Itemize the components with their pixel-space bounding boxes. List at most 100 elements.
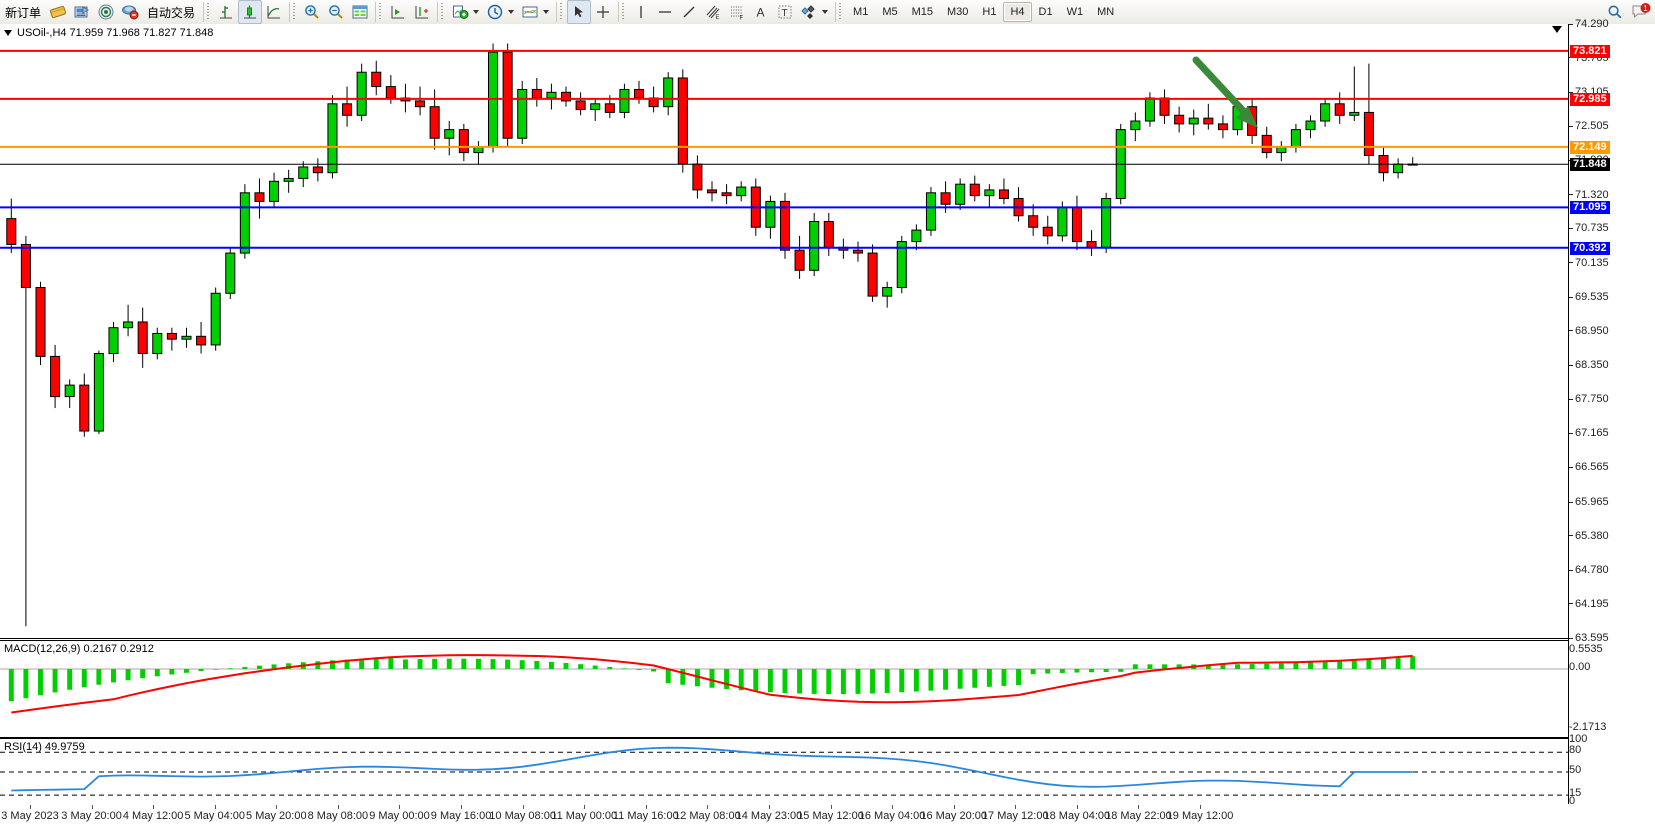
candle-body (677, 77, 688, 165)
price-tick-label: 66.565 (1575, 461, 1609, 474)
candle-body (1290, 129, 1301, 148)
timeframe-h4[interactable]: H4 (1003, 2, 1032, 22)
candle-body (896, 241, 907, 289)
fibonacci-tool[interactable]: F (725, 0, 749, 24)
candle-body (312, 166, 323, 174)
zoom-out-button[interactable] (324, 0, 348, 24)
tick-dash (1569, 23, 1573, 25)
objects-list-tool[interactable] (797, 0, 821, 24)
rsi-axis-tick: 100 (1569, 733, 1588, 745)
new-order-button[interactable]: 新订单 (0, 1, 46, 23)
rsi-axis-tick: 0 (1569, 795, 1576, 807)
chart-symbol-header[interactable]: USOil-,H4 71.959 71.968 71.827 71.848 (4, 27, 213, 39)
bar-chart-button[interactable] (214, 0, 238, 24)
search-icon[interactable] (1603, 0, 1627, 24)
candle-body (779, 200, 791, 251)
chart-collapse-triangle-icon[interactable] (1552, 26, 1562, 33)
tick-dash (1569, 227, 1573, 229)
horizontal-line-tool[interactable] (653, 0, 677, 24)
price-label-support-lower[interactable]: 70.392 (1570, 241, 1610, 255)
down-arrow-annotation[interactable] (1192, 56, 1258, 128)
candlestick-canvas[interactable] (0, 24, 1569, 638)
candle-body (1320, 103, 1331, 122)
price-tick: 70.735 (1569, 223, 1609, 234)
auto-scroll-button[interactable] (386, 0, 410, 24)
trendline-tool[interactable] (677, 0, 701, 24)
price-tick: 70.135 (1569, 257, 1609, 268)
time-tick (337, 805, 339, 809)
price-tick-label: 65.965 (1575, 495, 1609, 508)
price-label-resistance-lower[interactable]: 72.985 (1570, 92, 1610, 106)
price-label-support-upper[interactable]: 71.095 (1570, 201, 1610, 215)
alert-icon[interactable]: 1 (1627, 0, 1655, 24)
zoom-in-button[interactable] (300, 0, 324, 24)
price-tick: 66.565 (1569, 461, 1609, 474)
time-axis[interactable]: 3 May 2023 3 May 20:00 4 May 12:00 5 May 04… (0, 805, 1655, 828)
candle-body (940, 192, 951, 205)
chart-menu-triangle-icon[interactable] (4, 30, 12, 36)
time-tick-label: 11 May 16:00 (612, 810, 679, 822)
time-tick (830, 805, 832, 809)
timeframe-m15[interactable]: M15 (911, 6, 933, 18)
price-label-resistance-upper[interactable]: 73.821 (1570, 44, 1610, 58)
price-pane[interactable] (0, 24, 1569, 639)
timeframe-w1[interactable]: W1 (1066, 6, 1084, 18)
chart-shift-button[interactable] (410, 0, 434, 24)
price-tick-label: 74.290 (1575, 18, 1609, 30)
candle-body (269, 180, 280, 202)
autotrading-button[interactable]: 自动交易 (142, 1, 200, 23)
equidistant-channel-tool[interactable]: E (701, 0, 725, 24)
signals-icon[interactable] (94, 0, 118, 24)
tick-dash (1569, 501, 1573, 503)
data-window-button[interactable] (348, 0, 372, 24)
toolbar-separator (556, 2, 565, 22)
price-tick-label: 68.350 (1575, 359, 1609, 371)
crosshair-tool[interactable] (591, 0, 615, 24)
templates-button[interactable] (518, 0, 542, 24)
chart-root[interactable]: USOil-,H4 71.959 71.968 71.827 71.848 MA… (0, 19, 1655, 828)
candle-body (429, 106, 440, 139)
templates-caret-icon[interactable] (543, 10, 550, 14)
time-tick-label: 18 May 04:00 (1043, 810, 1111, 822)
timeframe-m30[interactable]: M30 (947, 6, 969, 18)
candle-body (1393, 163, 1404, 174)
cursor-tool[interactable] (567, 0, 592, 24)
candle-body (911, 229, 922, 243)
price-label-pivot-orange[interactable]: 72.149 (1570, 140, 1610, 154)
indicators-caret-icon[interactable] (473, 10, 480, 14)
period-button[interactable] (483, 0, 507, 24)
timeframe-mn[interactable]: MN (1097, 6, 1115, 18)
toolbar-separator (289, 2, 298, 22)
objects-caret-icon[interactable] (822, 10, 829, 14)
tick-dash (1569, 399, 1573, 401)
line-chart-button[interactable] (262, 0, 286, 24)
text-tool[interactable]: A (749, 0, 773, 24)
rsi-axis-tick: 15 (1569, 787, 1582, 800)
macd-axis-tick: 0.5535 (1569, 643, 1603, 655)
expert-advisor-icon[interactable] (118, 0, 142, 24)
price-label-current-price[interactable]: 71.848 (1570, 158, 1610, 172)
macd-pane[interactable]: MACD(12,26,9) 0.2167 0.2912 (0, 640, 1569, 738)
time-tick-label: 17 May 12:00 (981, 810, 1049, 822)
vertical-line-tool[interactable] (629, 0, 653, 24)
candle-body (327, 103, 338, 174)
price-tick-label: 71.320 (1575, 188, 1609, 201)
timeframe-m1[interactable]: M1 (853, 6, 869, 18)
period-caret-icon[interactable] (508, 10, 515, 14)
price-tick: 64.780 (1569, 564, 1609, 575)
price-axis[interactable]: 74.29073.70573.10572.50571.92071.32070.7… (1568, 19, 1655, 807)
rsi-pane[interactable]: RSI(14) 49.9759 (0, 738, 1569, 806)
news-icon[interactable] (70, 0, 94, 24)
candle-body (633, 88, 645, 99)
macd-canvas (0, 654, 1569, 714)
timeframe-d1[interactable]: D1 (1038, 6, 1053, 18)
indicators-button[interactable] (448, 0, 472, 24)
folder-icon[interactable] (46, 0, 70, 24)
candle-body (210, 292, 221, 346)
candlestick-chart-button[interactable] (238, 0, 263, 24)
timeframe-h1[interactable]: H1 (982, 6, 997, 18)
timeframe-m5[interactable]: M5 (882, 6, 898, 18)
time-tick-label: 5 May 20:00 (246, 810, 307, 822)
text-label-tool[interactable]: T (773, 0, 797, 24)
alert-count: 1 (1643, 4, 1648, 13)
